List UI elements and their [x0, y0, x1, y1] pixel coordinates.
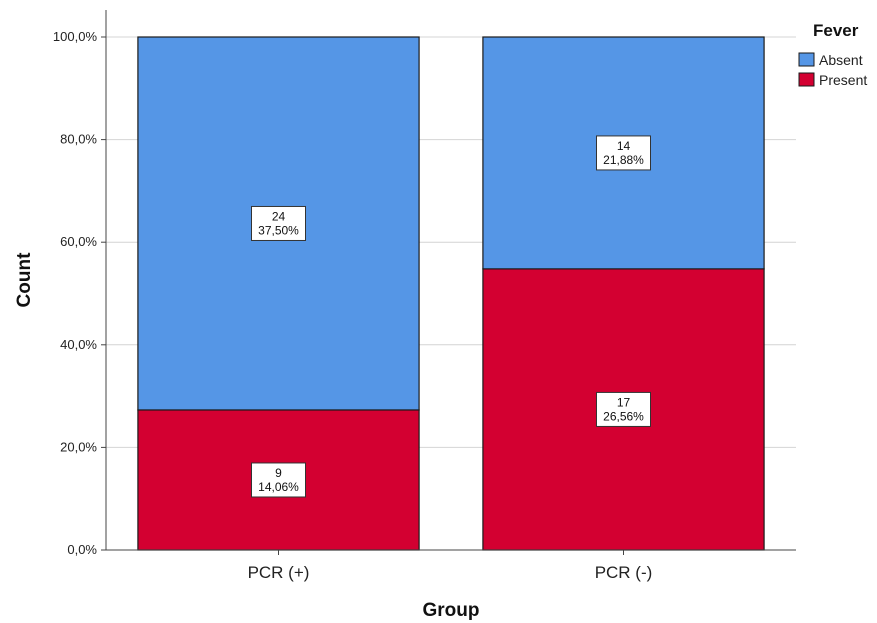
data-label-box — [596, 391, 651, 427]
x-category-label: PCR (+) — [248, 563, 310, 582]
legend-label: Absent — [819, 52, 863, 68]
legend-title: Fever — [813, 21, 859, 40]
x-category-label: PCR (-) — [595, 563, 653, 582]
data-label-box — [251, 462, 306, 498]
y-tick-labels: 0,0% 20,0% 40,0% 60,0% 80,0% 100,0% — [53, 29, 106, 557]
data-label-box — [251, 205, 306, 241]
x-category-labels: PCR (+) PCR (-) — [248, 550, 653, 582]
bars — [137, 36, 765, 551]
y-tick-label: 80,0% — [60, 132, 97, 147]
data-label-count: 24 — [272, 209, 286, 223]
axes — [105, 10, 796, 551]
legend-label: Present — [819, 72, 867, 88]
legend-swatch-absent — [798, 52, 815, 67]
data-label-count: 17 — [617, 395, 631, 409]
data-label-count: 14 — [617, 139, 631, 153]
data-label-percent: 14,06% — [258, 480, 299, 494]
y-tick-label: 20,0% — [60, 439, 97, 454]
data-label-count: 9 — [275, 466, 282, 480]
x-axis-title: Group — [423, 600, 480, 621]
data-label-percent: 26,56% — [603, 409, 644, 423]
data-label-box — [596, 135, 651, 171]
y-tick-label: 40,0% — [60, 337, 97, 352]
y-axis-title: Count — [14, 252, 35, 308]
y-tick-label: 100,0% — [53, 29, 98, 44]
legend: Fever Absent Present — [798, 21, 867, 88]
data-label-percent: 21,88% — [603, 153, 644, 167]
y-tick-label: 0,0% — [67, 542, 97, 557]
y-tick-label: 60,0% — [60, 234, 97, 249]
legend-swatch-present — [798, 72, 815, 87]
data-label-percent: 37,50% — [258, 223, 299, 237]
